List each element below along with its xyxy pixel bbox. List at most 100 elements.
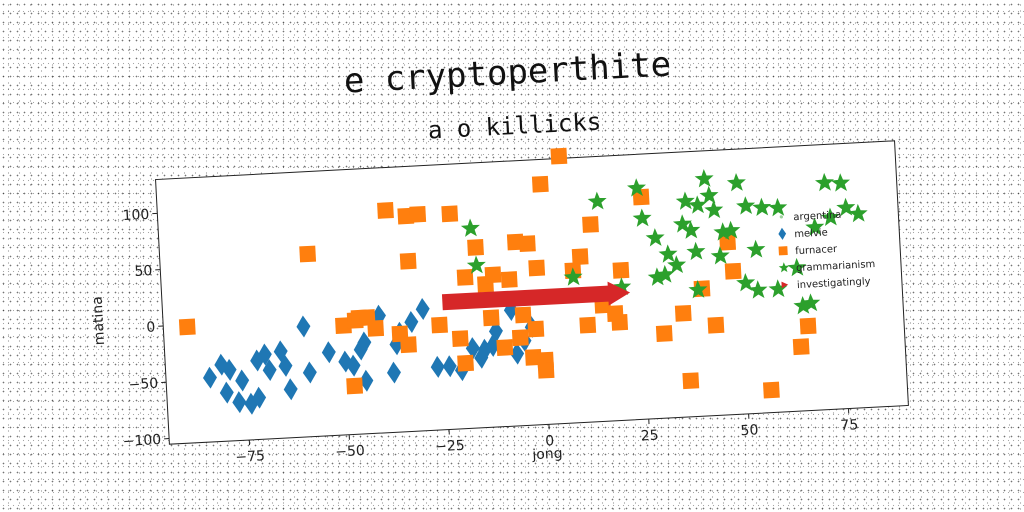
- melvie-point: [359, 369, 374, 392]
- furnacer-point: [527, 320, 545, 338]
- grammarianism-point: [721, 220, 741, 240]
- x-tick-label: 50: [740, 422, 759, 439]
- melvie-point: [203, 366, 217, 389]
- furnacer-point: [299, 245, 317, 263]
- furnacer-point: [537, 361, 555, 379]
- grammarianism-point: [748, 280, 768, 299]
- melvie-point: [321, 341, 336, 364]
- furnacer-point: [399, 252, 417, 270]
- furnacer-point: [762, 381, 780, 399]
- melvie-point: [465, 337, 480, 360]
- grammarianism-point: [752, 197, 772, 217]
- melvie-point: [222, 358, 237, 381]
- melvie-point: [430, 355, 445, 378]
- x-axis-label: jong: [531, 446, 563, 464]
- furnacer-point: [655, 325, 673, 342]
- furnacer-point: [612, 261, 630, 279]
- grammarianism-point: [768, 279, 788, 298]
- legend-marker-melvie: [778, 227, 787, 240]
- y-axis-ticks: −100 −50 0 50 100: [122, 207, 170, 450]
- furnacer-point: [632, 188, 650, 206]
- grammarianism-point: [848, 203, 868, 223]
- grammarianism-point: [726, 172, 746, 192]
- furnacer-point: [456, 268, 474, 286]
- x-tick-label: −50: [335, 443, 365, 461]
- melvie-point: [250, 349, 265, 372]
- melvie-point: [232, 391, 247, 414]
- grammarianism-point: [746, 239, 766, 259]
- melvie-point: [510, 342, 525, 365]
- furnacer-point: [719, 233, 737, 251]
- melvie-point: [262, 359, 277, 382]
- grammarianism-point: [460, 218, 480, 237]
- melvie-point: [353, 338, 368, 361]
- furnacer-point: [500, 271, 518, 288]
- grammarianism-point: [681, 220, 701, 239]
- grammarianism-point: [658, 244, 678, 263]
- melvie-point: [404, 310, 419, 333]
- grammarianism-point: [667, 255, 687, 274]
- legend-label-melvie: melvie: [794, 227, 828, 240]
- x-tick-label: −75: [235, 448, 265, 466]
- grammarianism-point: [627, 178, 646, 197]
- furnacer-point: [484, 266, 502, 284]
- furnacer-point: [571, 248, 589, 266]
- furnacer-point: [799, 317, 817, 335]
- x-tick-label: 75: [840, 417, 859, 434]
- furnacer-point: [674, 304, 692, 322]
- grammarianism-point: [831, 173, 851, 192]
- x-tick-label: −25: [435, 438, 465, 456]
- legend-label-grammarianism: grammarianism: [796, 259, 876, 274]
- y-tick-label: 100: [122, 207, 150, 224]
- furnacer-point: [519, 235, 536, 253]
- furnacer-point: [409, 205, 427, 223]
- furnacer-point: [579, 316, 597, 334]
- arrow-layer: [441, 281, 631, 311]
- y-tick-label: −100: [122, 432, 161, 450]
- furnacer-point: [451, 330, 469, 348]
- melvie-point: [474, 346, 489, 369]
- y-axis-label: matina: [90, 296, 109, 346]
- furnacer-point: [682, 372, 700, 390]
- furnacer-point: [724, 262, 742, 280]
- melvie-point: [219, 381, 234, 404]
- x-axis-ticks: −75 −50 −25 0 25 50 75: [235, 408, 859, 466]
- grammarianism-point: [688, 280, 708, 299]
- grammarianism-point: [768, 197, 788, 217]
- y-tick-label: 0: [146, 319, 156, 335]
- x-tick-label: 25: [640, 428, 659, 445]
- furnacer-point: [707, 316, 725, 334]
- melvie-point: [357, 331, 372, 354]
- grammarianism-point: [787, 257, 807, 277]
- furnacer-point: [367, 319, 385, 337]
- grammarianism-point: [655, 264, 675, 284]
- grammarianism-point: [675, 191, 695, 210]
- chart-subtitle: a o killicks: [427, 107, 602, 144]
- furnacer-point: [531, 175, 549, 193]
- melvie-point: [278, 354, 293, 377]
- melvie-point: [302, 361, 317, 384]
- furnacer-point: [496, 339, 514, 356]
- y-tick-label: −50: [128, 376, 158, 394]
- furnacer-point: [514, 306, 532, 324]
- plot-group: −75 −50 −25 0 25 50 75 −100 −50 0 50 100 jong mati…: [90, 140, 909, 466]
- chart-title: e cryptoperthite: [343, 44, 672, 101]
- grammarianism-point: [805, 217, 825, 236]
- furnacer-point: [346, 377, 364, 395]
- grammarianism-point: [694, 169, 714, 188]
- grammarianism-point: [632, 208, 652, 227]
- furnacer-point: [511, 329, 529, 347]
- grammarianism-point: [645, 228, 665, 247]
- grammarianism-point: [699, 185, 719, 205]
- furnacer-point: [431, 316, 448, 334]
- x-tick-label: 0: [545, 433, 555, 449]
- melvie-point: [415, 297, 430, 320]
- legend: argentina melvie furnacer grammarianism inve…: [778, 210, 876, 291]
- melvie-point: [244, 392, 259, 415]
- legend-label-furnacer: furnacer: [795, 244, 838, 257]
- melvie-point: [386, 361, 401, 384]
- grammarianism-point: [736, 196, 756, 215]
- grammarianism-point: [814, 172, 834, 192]
- y-tick-label: 50: [134, 263, 153, 280]
- grammarianism-point: [704, 200, 724, 219]
